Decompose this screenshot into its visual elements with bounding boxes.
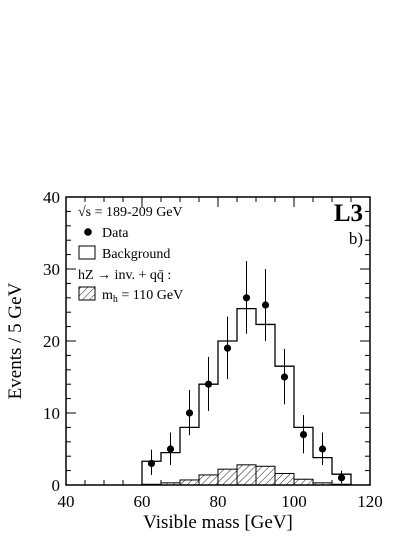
x-tick-label: 120 bbox=[357, 492, 383, 511]
panel-label: b) bbox=[349, 229, 363, 248]
signal-layer bbox=[141, 464, 352, 486]
signal-bar bbox=[331, 483, 352, 486]
signal-bar bbox=[160, 482, 181, 486]
signal-bar bbox=[179, 479, 200, 486]
data-points-layer bbox=[147, 261, 346, 484]
legend-background-swatch bbox=[78, 245, 96, 260]
data-point bbox=[299, 431, 308, 439]
data-point bbox=[261, 301, 270, 309]
data-point bbox=[337, 474, 346, 482]
x-tick-label: 60 bbox=[134, 492, 151, 511]
signal-bar bbox=[274, 472, 295, 486]
x-tick-label: 100 bbox=[281, 492, 307, 511]
signal-bar bbox=[312, 482, 333, 486]
x-tick-label: 40 bbox=[58, 492, 75, 511]
legend-signal-swatch bbox=[78, 286, 96, 301]
data-point bbox=[223, 344, 232, 352]
data-point bbox=[147, 459, 156, 467]
legend-data-label: Data bbox=[102, 226, 129, 241]
legend-energy-label: √s = 189-209 GeV bbox=[78, 205, 183, 220]
x-axis-title: Visible mass [GeV] bbox=[143, 512, 293, 533]
x-tick-label: 80 bbox=[210, 492, 227, 511]
ticks-layer: 40 60 80 100 120 0 10 20 30 40 bbox=[43, 188, 383, 511]
y-tick-label: 40 bbox=[43, 188, 60, 207]
data-point bbox=[204, 380, 213, 388]
signal-bar bbox=[293, 478, 314, 486]
signal-bar bbox=[198, 474, 219, 486]
legend-signal-mass-subscript: h bbox=[113, 294, 118, 305]
experiment-label: L3 bbox=[334, 200, 363, 227]
legend-signal-mass-value: = 110 GeV bbox=[118, 288, 183, 303]
signal-bar bbox=[236, 464, 257, 486]
y-axis-title: Events / 5 GeV bbox=[5, 282, 26, 399]
signal-bar bbox=[141, 483, 162, 486]
signal-bar bbox=[255, 465, 276, 486]
y-tick-label: 30 bbox=[43, 260, 60, 279]
legend: √s = 189-209 GeV Data Background hZ → in… bbox=[78, 205, 183, 305]
data-point bbox=[166, 445, 175, 453]
data-point bbox=[185, 409, 194, 417]
legend-signal-process-label: hZ → inv. + qq̄ : bbox=[78, 268, 171, 283]
legend-background-label: Background bbox=[102, 247, 170, 262]
background-histogram bbox=[141, 307, 352, 485]
legend-signal-mass-symbol: m bbox=[102, 288, 113, 303]
data-point bbox=[280, 373, 289, 381]
legend-data-marker bbox=[84, 228, 92, 236]
y-tick-label: 20 bbox=[43, 332, 60, 351]
y-tick-label: 10 bbox=[43, 404, 60, 423]
data-point bbox=[318, 445, 327, 453]
y-tick-label: 0 bbox=[52, 476, 61, 495]
legend-signal-label: mh = 110 GeV bbox=[102, 288, 183, 305]
data-point bbox=[242, 294, 251, 302]
signal-bar bbox=[217, 468, 238, 486]
